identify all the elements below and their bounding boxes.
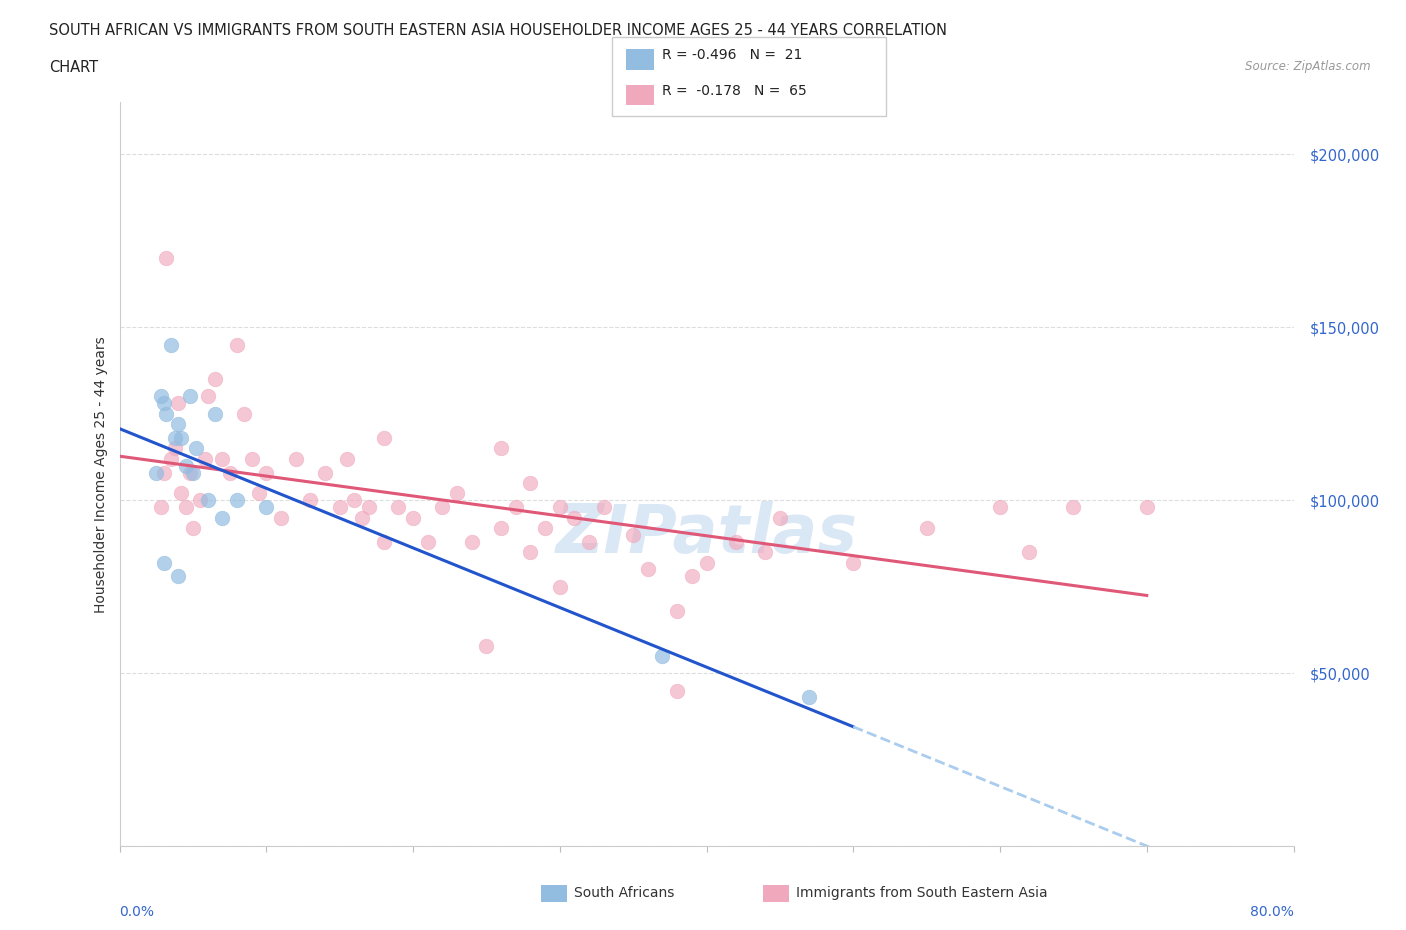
Point <box>666 684 689 698</box>
Point <box>165 441 187 456</box>
Point <box>519 545 541 560</box>
Point <box>225 337 249 352</box>
Point <box>1062 499 1084 514</box>
Point <box>373 535 395 550</box>
Y-axis label: Householder Income Ages 25 - 44 years: Householder Income Ages 25 - 44 years <box>94 336 108 613</box>
Point <box>179 465 201 480</box>
Text: South Africans: South Africans <box>574 885 673 900</box>
Text: CHART: CHART <box>49 60 98 75</box>
Point <box>204 372 226 387</box>
Point <box>402 511 425 525</box>
Point <box>184 441 207 456</box>
Point <box>314 465 336 480</box>
Point <box>155 250 177 265</box>
Point <box>637 562 659 577</box>
Point <box>240 451 263 466</box>
Point <box>416 535 439 550</box>
Point <box>233 406 256 421</box>
Point <box>160 451 183 466</box>
Point <box>842 555 865 570</box>
Point <box>218 465 240 480</box>
Point <box>270 511 292 525</box>
Point <box>167 417 190 432</box>
Point <box>489 521 512 536</box>
Point <box>197 493 219 508</box>
Point <box>211 451 233 466</box>
Point <box>152 465 174 480</box>
Point <box>1136 499 1159 514</box>
Point <box>578 535 600 550</box>
Point <box>211 511 233 525</box>
Point <box>149 499 172 514</box>
Point <box>299 493 322 508</box>
Point <box>284 451 307 466</box>
Point <box>387 499 409 514</box>
Point <box>350 511 373 525</box>
Point <box>724 535 747 550</box>
Point <box>519 475 541 490</box>
Point <box>621 527 644 542</box>
Point <box>651 648 673 663</box>
Point <box>666 604 689 618</box>
Point <box>915 521 938 536</box>
Text: R = -0.496   N =  21: R = -0.496 N = 21 <box>662 48 803 62</box>
Point <box>165 431 187 445</box>
Point <box>505 499 527 514</box>
Point <box>329 499 352 514</box>
Point <box>446 485 468 500</box>
Point <box>988 499 1011 514</box>
Point <box>188 493 211 508</box>
Point <box>145 465 167 480</box>
Point <box>548 579 571 594</box>
Point <box>152 396 174 411</box>
Text: 80.0%: 80.0% <box>1250 905 1294 919</box>
Point <box>167 569 190 584</box>
Point <box>460 535 484 550</box>
Point <box>152 555 174 570</box>
Point <box>343 493 366 508</box>
Point <box>799 690 821 705</box>
Point <box>432 499 454 514</box>
Point <box>149 389 172 404</box>
Point <box>247 485 270 500</box>
Point <box>254 499 277 514</box>
Point <box>373 431 395 445</box>
Point <box>194 451 217 466</box>
Point <box>204 406 226 421</box>
Point <box>548 499 571 514</box>
Point <box>181 465 204 480</box>
Point <box>1018 545 1040 560</box>
Point <box>170 431 193 445</box>
Point <box>564 511 586 525</box>
Point <box>754 545 776 560</box>
Point <box>475 638 498 653</box>
Point <box>179 389 201 404</box>
Text: 0.0%: 0.0% <box>120 905 155 919</box>
Point <box>160 337 183 352</box>
Text: R =  -0.178   N =  65: R = -0.178 N = 65 <box>662 84 807 98</box>
Point <box>336 451 359 466</box>
Point <box>254 465 277 480</box>
Point <box>167 396 190 411</box>
Text: SOUTH AFRICAN VS IMMIGRANTS FROM SOUTH EASTERN ASIA HOUSEHOLDER INCOME AGES 25 -: SOUTH AFRICAN VS IMMIGRANTS FROM SOUTH E… <box>49 23 948 38</box>
Text: ZIPatlas: ZIPatlas <box>555 501 858 566</box>
Point <box>357 499 380 514</box>
Point <box>534 521 557 536</box>
Text: Source: ZipAtlas.com: Source: ZipAtlas.com <box>1246 60 1371 73</box>
Point <box>489 441 512 456</box>
Point <box>696 555 718 570</box>
Point <box>181 521 204 536</box>
Point <box>174 499 197 514</box>
Point <box>155 406 177 421</box>
Point <box>170 485 193 500</box>
Point <box>225 493 249 508</box>
Point <box>197 389 219 404</box>
Point <box>592 499 614 514</box>
Point <box>174 458 197 473</box>
Text: Immigrants from South Eastern Asia: Immigrants from South Eastern Asia <box>796 885 1047 900</box>
Point <box>681 569 703 584</box>
Point <box>769 511 792 525</box>
